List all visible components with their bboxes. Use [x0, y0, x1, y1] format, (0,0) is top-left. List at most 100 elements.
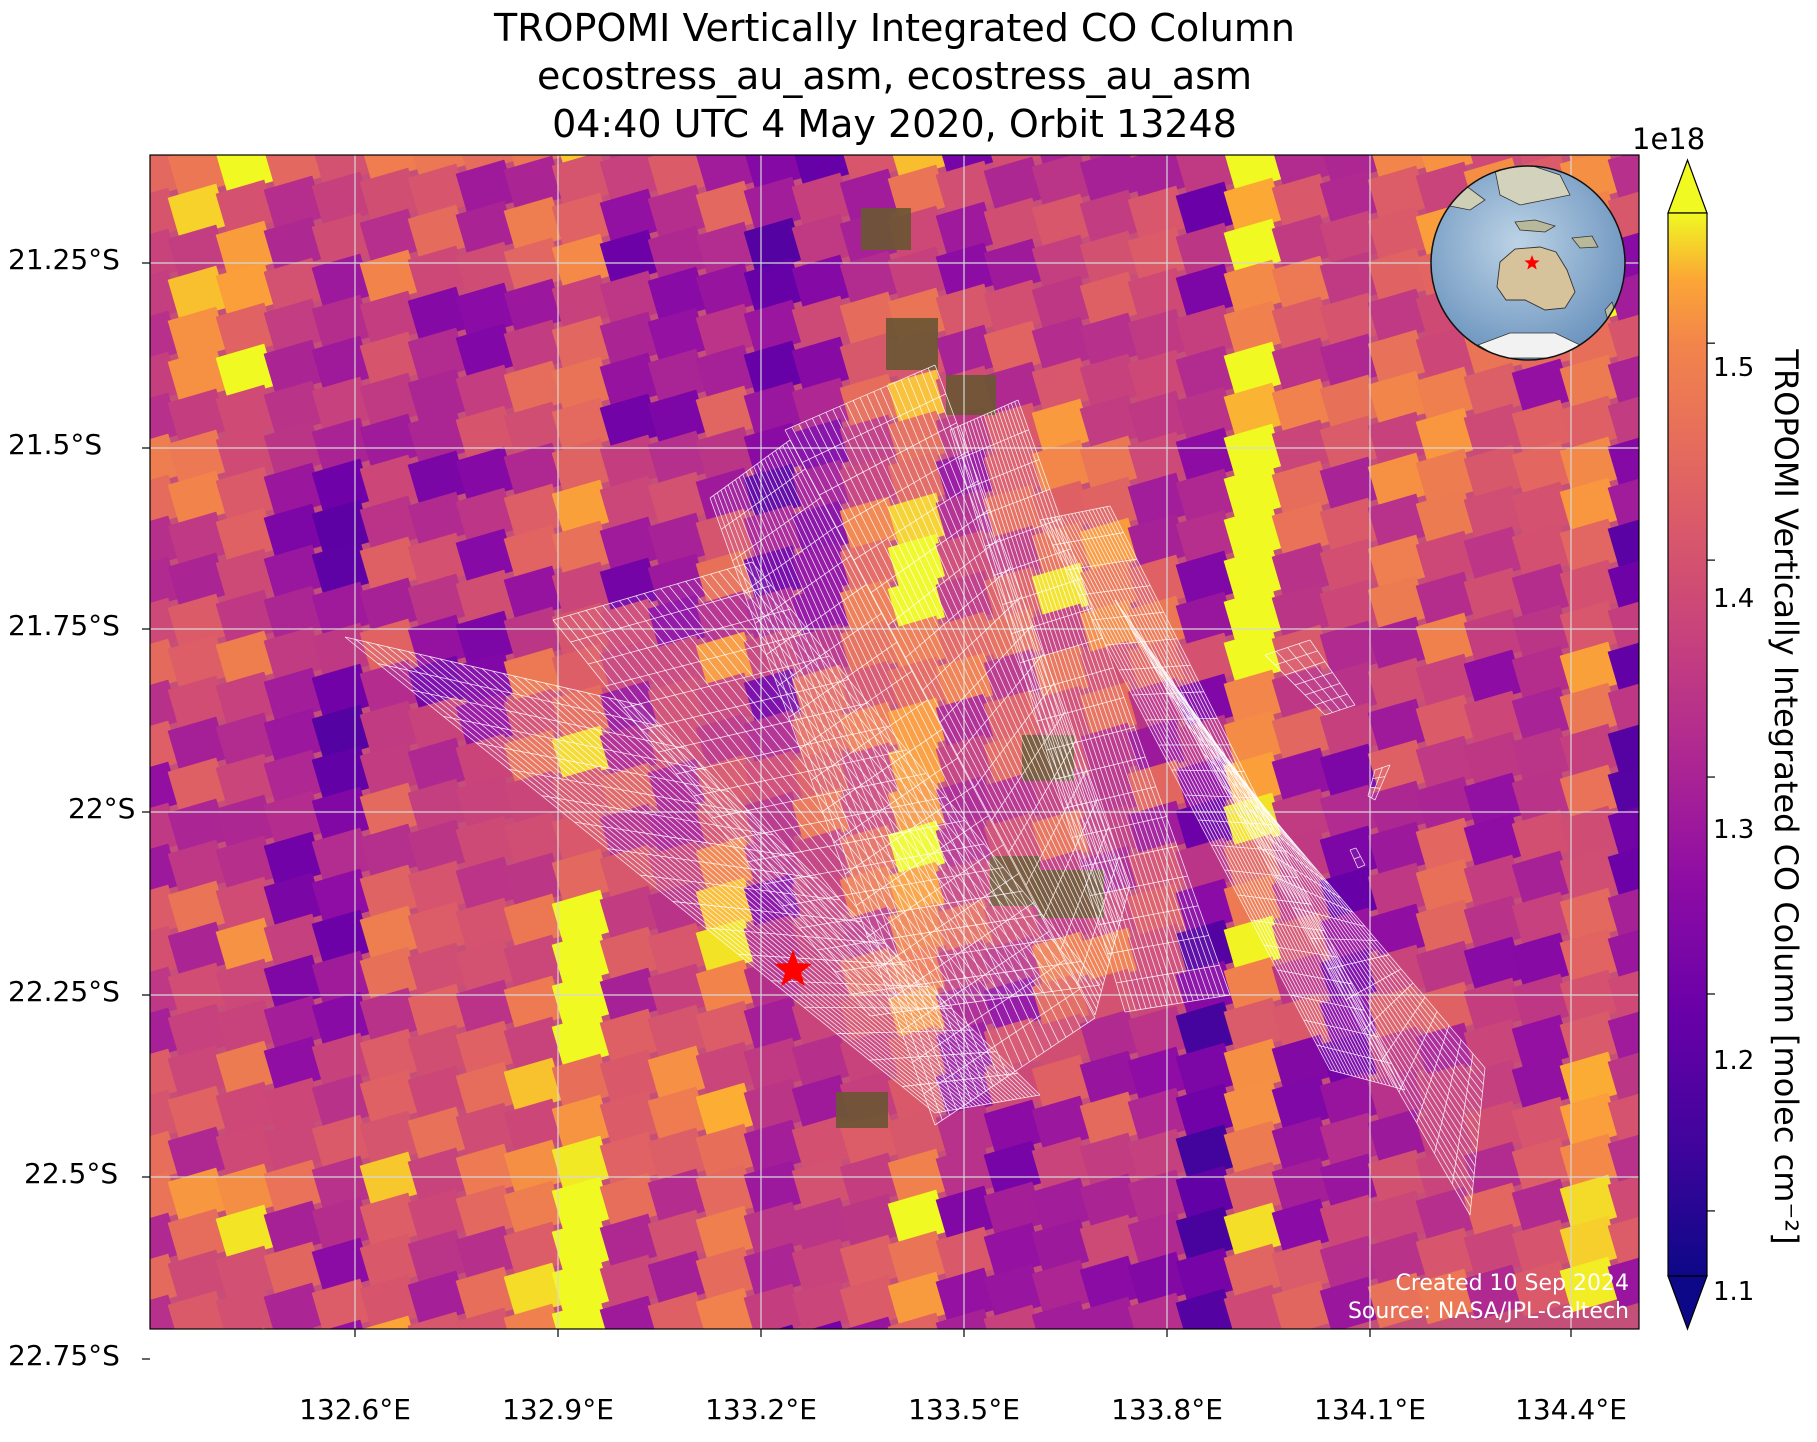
co-pixel: [1368, 84, 1428, 139]
mesh-line: [1398, 1011, 1438, 1093]
mesh-line: [869, 1051, 996, 1061]
co-pixel: [72, 274, 132, 329]
co-pixel: [1704, 302, 1764, 357]
co-pixel: [1607, 888, 1639, 940]
co-pixel: [1704, 753, 1764, 808]
mesh-line: [1237, 894, 1312, 905]
co-pixel: [742, 1328, 745, 1329]
co-pixel: [24, 1262, 84, 1317]
co-pixel: [168, 61, 228, 116]
source-credit: Source: NASA/JPL-Caltech: [1347, 1299, 1629, 1324]
co-pixel: [888, 1, 948, 56]
co-pixel: [0, 1061, 36, 1116]
mesh-line: [1327, 954, 1390, 970]
swath-fill: [1115, 600, 1485, 1215]
co-pixel: [72, 1012, 132, 1067]
mesh-line: [1221, 784, 1318, 871]
co-pixel: [24, 1057, 84, 1112]
co-pixel: [264, 12, 324, 67]
mesh-line: [1042, 798, 1098, 918]
co-pixel: [455, 1307, 511, 1329]
co-pixel: [840, 0, 900, 19]
mesh-line: [1150, 661, 1270, 814]
mesh-line: [1434, 1039, 1462, 1154]
co-pixel: [72, 1258, 132, 1313]
co-pixel: [504, 74, 564, 129]
mesh-line: [993, 548, 1072, 576]
co-pixel: [1224, 55, 1284, 110]
co-pixel: [1607, 642, 1639, 694]
co-pixel: [696, 99, 756, 154]
co-pixel: [293, 1323, 314, 1329]
co-pixel: [0, 651, 36, 706]
mesh-line: [1089, 875, 1188, 896]
co-pixel: [984, 75, 1044, 130]
globe-outline: [1430, 165, 1626, 361]
co-pixel: [0, 692, 36, 747]
mesh-line: [1353, 856, 1361, 860]
colorbar-label: TROPOMI Vertically Integrated CO Column …: [1767, 349, 1805, 1245]
inset-star: [1524, 255, 1540, 270]
mesh-line: [570, 585, 772, 643]
co-pixel: [24, 360, 84, 415]
co-pixel: [1607, 1052, 1639, 1104]
co-pixel: [264, 94, 324, 149]
co-pixel: [1607, 314, 1639, 366]
co-pixel: [1080, 26, 1140, 81]
co-pixel: [1607, 560, 1639, 612]
co-pixel: [1464, 0, 1524, 49]
co-pixel: [1128, 63, 1188, 118]
co-pixel: [648, 62, 708, 117]
colorbar: [1667, 158, 1715, 1331]
mesh-line: [705, 927, 885, 944]
mesh-line: [1060, 827, 1109, 951]
co-pixel: [888, 0, 948, 15]
x-tick-label: 132.6°E: [299, 1393, 411, 1426]
y-tick-label: 21.25°S: [8, 243, 120, 276]
mesh-line: [344, 636, 641, 706]
co-pixel: [0, 897, 36, 952]
mesh-line: [676, 726, 888, 775]
mesh-line: [1072, 816, 1167, 838]
co-pixel: [1320, 88, 1380, 143]
mesh-line: [1357, 864, 1366, 869]
co-pixel: [552, 0, 612, 43]
mesh-line: [1002, 578, 1082, 605]
mesh-line: [949, 399, 1019, 431]
mesh-line: [623, 655, 830, 709]
mesh-line: [799, 670, 913, 750]
co-pixel: [811, 1320, 843, 1329]
mesh-line: [1371, 767, 1383, 799]
co-pixel: [24, 73, 84, 128]
co-pixel: [648, 0, 708, 35]
mesh-line: [605, 632, 811, 687]
co-pixel: [1464, 35, 1524, 90]
co-pixel: [1656, 60, 1716, 115]
co-pixel: [1464, 0, 1524, 8]
co-pixel: [150, 155, 154, 157]
co-pixel: [1224, 14, 1284, 69]
swath-mesh: [552, 561, 1101, 1017]
co-pixel: [0, 159, 36, 214]
co-pixel: [1752, 11, 1812, 66]
mesh-line: [788, 641, 897, 718]
y-tick-label: 22°S: [68, 792, 136, 825]
mesh-line: [1098, 905, 1199, 926]
co-pixel: [1464, 76, 1524, 131]
mesh-line: [1469, 1067, 1486, 1216]
co-pixel: [72, 561, 132, 616]
co-pixel: [72, 315, 132, 370]
co-pixel: [1607, 806, 1639, 858]
co-pixel: [1031, 1300, 1089, 1329]
co-pixel: [1128, 22, 1188, 77]
mesh-line: [764, 843, 985, 885]
mesh-line: [672, 901, 863, 923]
co-pixel: [120, 1377, 180, 1432]
mesh-line: [922, 595, 1022, 691]
mesh-line: [1046, 726, 1135, 751]
co-pixel: [887, 1312, 941, 1329]
co-pixel: [216, 1369, 276, 1424]
co-pixel: [1224, 96, 1284, 151]
chart-title: TROPOMI Vertically Integrated CO Column …: [150, 4, 1639, 148]
